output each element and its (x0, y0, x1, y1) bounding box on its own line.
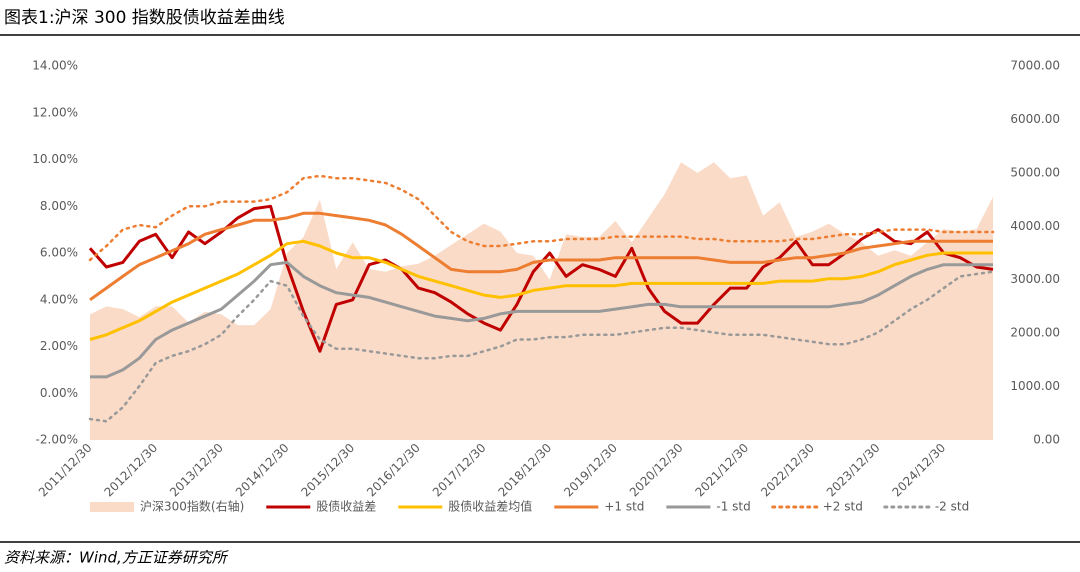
x-tick-label: 2024/12/30 (890, 441, 949, 500)
line (90, 260, 993, 379)
y-tick-label: 12.00% (32, 105, 78, 119)
y-tick-label: 6.00% (40, 246, 78, 260)
line (88, 174, 995, 262)
y2-tick-label: 2000.00 (1010, 326, 1060, 340)
x-tick-label: 2017/12/30 (430, 441, 489, 500)
x-tick-label: 2021/12/30 (693, 441, 752, 500)
x-tick-label: 2020/12/30 (627, 441, 686, 500)
area (90, 162, 993, 440)
y2-tick-label: 4000.00 (1010, 219, 1060, 233)
y-tick-label: 8.00% (40, 199, 78, 213)
y2-tick-label: 3000.00 (1010, 272, 1060, 286)
x-tick-label: 2013/12/30 (167, 441, 226, 500)
y-tick-label: 4.00% (40, 292, 78, 306)
x-tick-label: 2022/12/30 (758, 441, 817, 500)
legend-label: -2 std (935, 500, 969, 514)
x-tick-label: 2015/12/30 (298, 441, 357, 500)
y2-tick-label: 1000.00 (1010, 379, 1060, 393)
x-tick-label: 2018/12/30 (495, 441, 554, 500)
x-tick-label: 2023/12/30 (824, 441, 883, 500)
y-tick-label: 0.00% (40, 386, 78, 400)
y2-tick-label: 5000.00 (1010, 165, 1060, 179)
y-tick-label: 10.00% (32, 152, 78, 166)
source: 资料来源：Wind,方正证券研究所 (4, 549, 229, 567)
legend-swatch (90, 502, 134, 512)
y-tick-label: 2.00% (40, 339, 78, 353)
line (89, 239, 993, 341)
x-tick-label: 2012/12/30 (101, 441, 160, 500)
legend-label: 沪深300指数(右轴) (140, 499, 244, 514)
x-tick-label: 2019/12/30 (561, 441, 620, 500)
line (88, 270, 995, 423)
legend-label: 股债收益差 (316, 500, 376, 514)
legend-label: +1 std (604, 500, 644, 514)
x-tick-label: 2016/12/30 (364, 441, 423, 500)
legend-label: -1 std (716, 500, 750, 514)
y-tick-label: -2.00% (36, 433, 78, 447)
y2-tick-label: 6000.00 (1010, 112, 1060, 126)
line (89, 211, 993, 302)
chart-title: 图表1:沪深 300 指数股债收益差曲线 (4, 8, 285, 28)
legend-label: +2 std (823, 500, 863, 514)
y2-tick-label: 0.00 (1033, 433, 1060, 447)
x-tick-label: 2014/12/30 (233, 441, 292, 500)
y-tick-label: 14.00% (32, 59, 78, 73)
x-tick-label: 2011/12/30 (36, 441, 95, 500)
y2-tick-label: 7000.00 (1010, 59, 1060, 73)
legend-label: 股债收益差均值 (448, 499, 532, 514)
